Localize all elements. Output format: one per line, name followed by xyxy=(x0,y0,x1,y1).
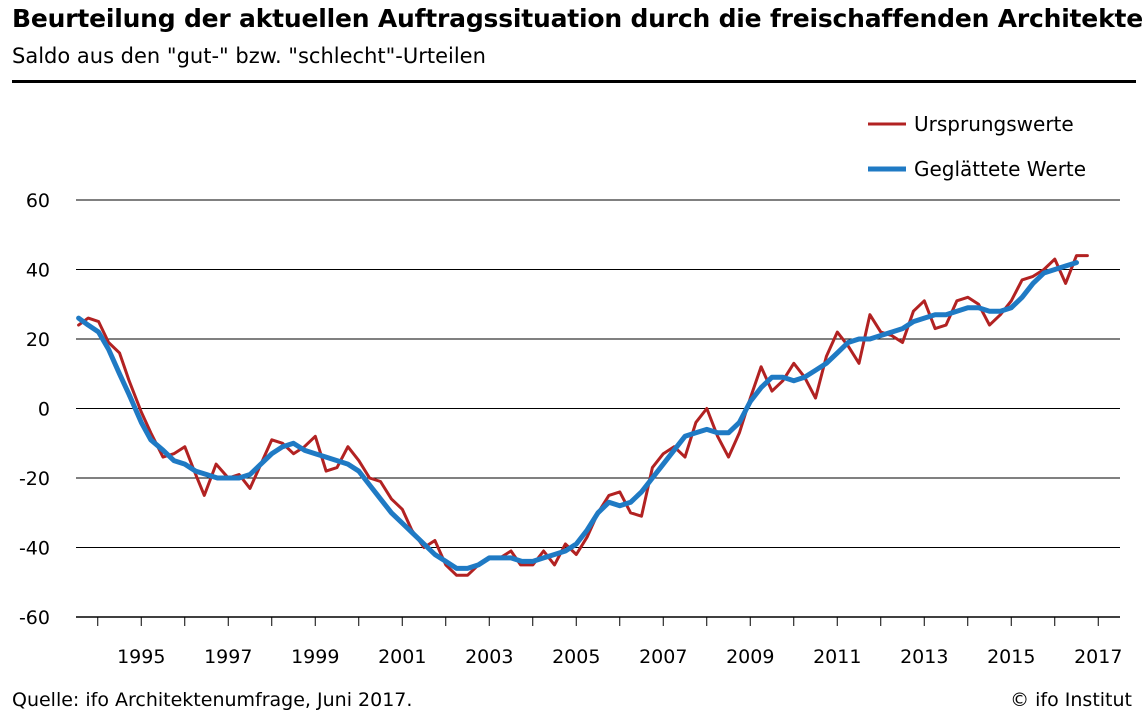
x-tick-label: 2003 xyxy=(465,646,513,668)
legend-label: Ursprungswerte xyxy=(914,112,1074,136)
x-tick-label: 2015 xyxy=(987,646,1035,668)
series-line-ursprungswerte xyxy=(77,254,1089,577)
line-chart: 60 40 20 0 -20 -40 -60 1995 1997 1999 2001 2003 2005… xyxy=(19,112,1122,668)
y-tick-label: 60 xyxy=(26,190,50,212)
x-tick-label: 2013 xyxy=(900,646,948,668)
legend-label: Geglättete Werte xyxy=(914,157,1086,181)
x-tick-label: 1995 xyxy=(117,646,165,668)
x-tick-label: 2007 xyxy=(639,646,687,668)
chart-title: Beurteilung der aktuellen Auftragssituat… xyxy=(12,4,1144,33)
x-tick-label: 1997 xyxy=(204,646,252,668)
copyright-note: © ifo Institut xyxy=(1010,689,1132,711)
x-tick-label: 2009 xyxy=(726,646,774,668)
y-tick-label: 0 xyxy=(38,399,50,421)
x-tick-label: 2011 xyxy=(813,646,861,668)
y-tick-label: 20 xyxy=(26,329,50,351)
y-tick-label: -20 xyxy=(19,468,50,490)
y-tick-label: -60 xyxy=(19,607,50,629)
y-tick-label: -40 xyxy=(19,538,50,560)
x-tick-label: 2001 xyxy=(378,646,426,668)
chart-subtitle: Saldo aus den "gut-" bzw. "schlecht"-Urt… xyxy=(12,44,486,68)
x-tick-label: 1999 xyxy=(291,646,339,668)
source-note: Quelle: ifo Architektenumfrage, Juni 201… xyxy=(12,689,413,711)
x-tick-label: 2017 xyxy=(1074,646,1122,668)
header-divider xyxy=(12,80,1136,83)
series-line-geglaettete-werte xyxy=(76,260,1079,571)
x-tick-label: 2005 xyxy=(552,646,600,668)
y-tick-label: 40 xyxy=(26,260,50,282)
